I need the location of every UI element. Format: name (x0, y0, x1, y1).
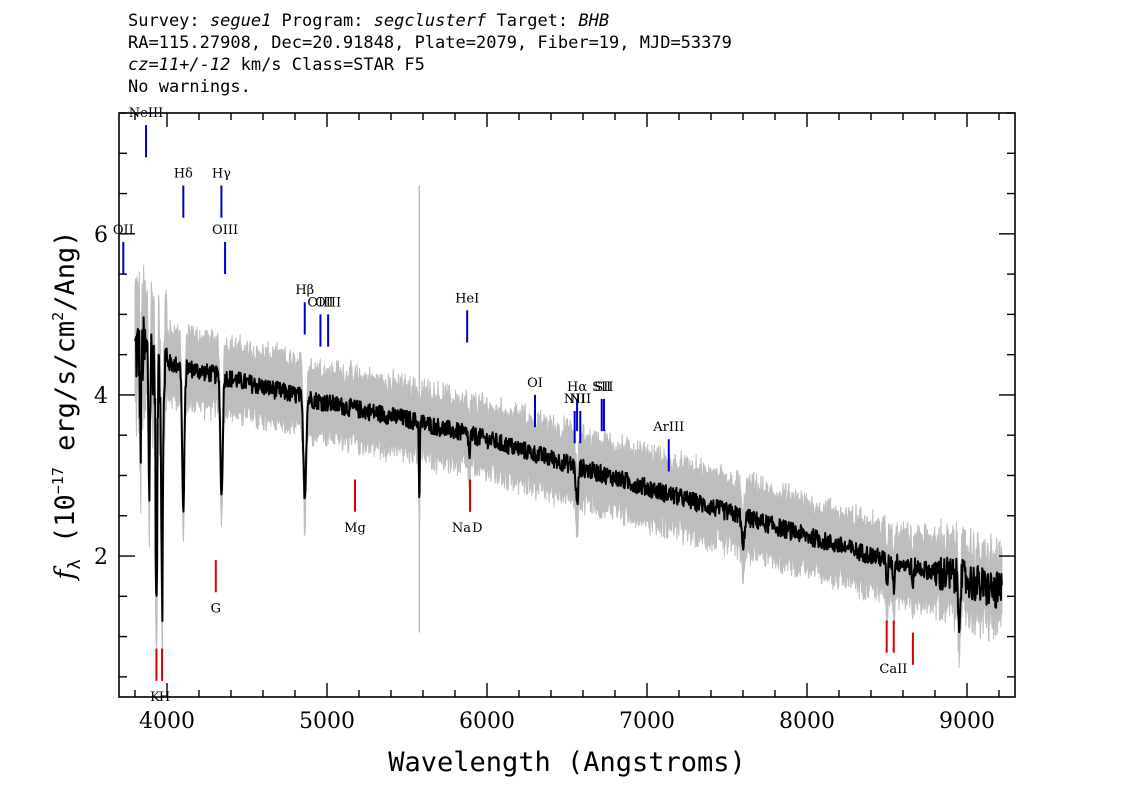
y-tick-label: 4 (94, 384, 108, 409)
header-line-survey: Survey: segue1 Program: segclusterf Targ… (128, 11, 610, 31)
x-tick-label: 8000 (779, 709, 835, 734)
redshift-value: cz=11+/-12 (128, 55, 231, 75)
line-label-abs-g: G (211, 601, 221, 616)
error-band (134, 185, 1003, 672)
target-name: BHB (578, 11, 610, 31)
x-tick-label: 9000 (939, 709, 995, 734)
line-label-h-11: Hα (567, 380, 587, 395)
line-label-h-2: Hδ (174, 166, 193, 181)
y-axis-title: fλ (10−17 erg/s/cm2/Ang) (49, 231, 85, 582)
line-label-ariii-15: ArIII (652, 420, 684, 435)
x-tick-label: 4000 (139, 709, 195, 734)
line-label-oiii-7: OIII (315, 295, 341, 310)
header-line-warnings: No warnings. (128, 77, 251, 97)
line-label-h-3: Hγ (212, 166, 231, 181)
line-label-oiii-6: OIII (307, 295, 333, 310)
header-line-coordinates: RA=115.27908, Dec=20.91848, Plate=2079, … (128, 33, 732, 53)
flux-series (134, 316, 1003, 634)
x-axis-title: Wavelength (Angstroms) (388, 747, 746, 778)
plot-frame (118, 112, 1016, 698)
line-label-sii-13: SII (592, 380, 611, 395)
line-label-h-5: Hβ (295, 283, 314, 298)
x-tick-label: 6000 (459, 709, 515, 734)
line-label-oiii-4: OIII (212, 223, 238, 238)
line-label-hei-8: HeI (455, 291, 479, 306)
header-line-redshift: cz=11+/-12 km/s Class=STAR F5 (128, 55, 425, 75)
flux-line (134, 316, 1003, 634)
line-label-oi-9: OI (527, 376, 543, 391)
line-label-abs-caii: CaII (879, 662, 907, 677)
axis-ticks: 4000 5000 6000 7000 8000 9000 2 4 6 (94, 112, 1015, 734)
line-label-nii-12: NII (569, 392, 591, 407)
x-tick-label: 7000 (619, 709, 675, 734)
line-label-abs-mg: Mg (344, 521, 366, 536)
survey-name: segue1 (209, 11, 272, 31)
line-label-nii-10: NII (564, 392, 586, 407)
program-name: segclusterf (373, 11, 487, 31)
spectrum-header: Survey: segue1 Program: segclusterf Targ… (128, 10, 732, 98)
line-label-oii-0: OII (113, 223, 134, 238)
x-tick-label: 5000 (299, 709, 355, 734)
line-label-abs-na: Na (452, 521, 471, 536)
line-label-sii-14: SII (594, 380, 613, 395)
y-tick-label: 2 (94, 545, 108, 570)
y-tick-label: 6 (94, 223, 108, 248)
line-label-abs-d: D (472, 521, 482, 536)
